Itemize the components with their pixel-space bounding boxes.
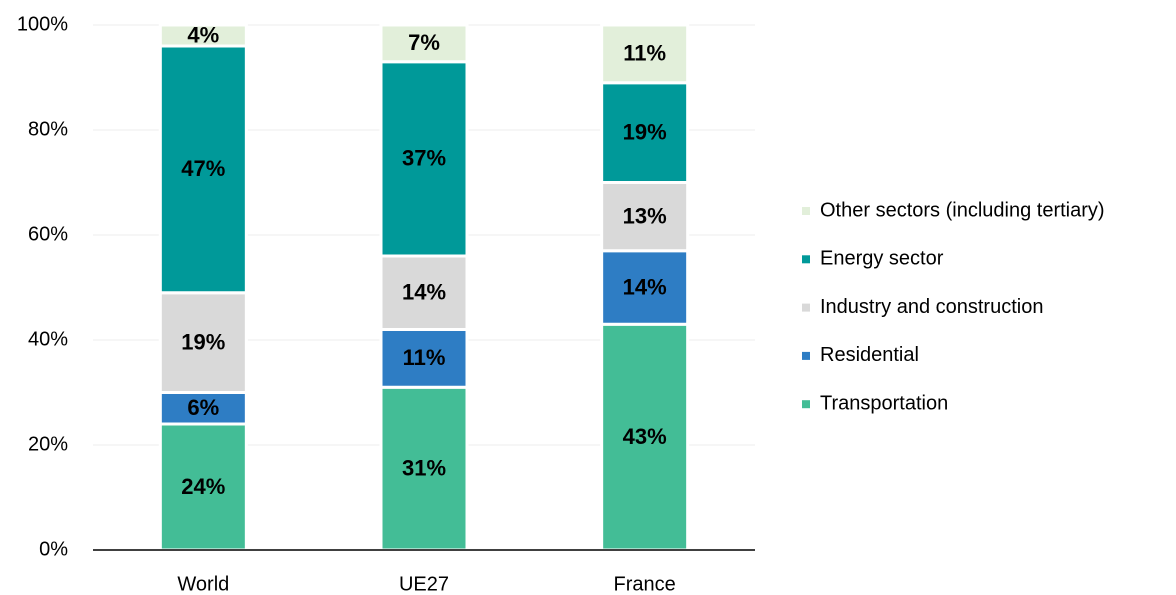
- bar-segment: [379, 385, 469, 552]
- legend-swatch: [802, 351, 810, 360]
- value-label: 19%: [181, 329, 225, 354]
- value-label: 37%: [402, 146, 446, 171]
- legend-label: Other sectors (including tertiary): [820, 199, 1105, 221]
- x-tick-label: World: [177, 573, 229, 595]
- value-label: 24%: [181, 474, 225, 499]
- bar-segment: [158, 391, 248, 426]
- value-label: 14%: [402, 280, 446, 305]
- value-label: 13%: [623, 203, 667, 228]
- value-label: 43%: [623, 424, 667, 449]
- value-label: 11%: [623, 41, 666, 66]
- x-tick-label: UE27: [399, 573, 449, 595]
- x-tick-label: France: [614, 573, 676, 595]
- value-label: 14%: [623, 274, 667, 299]
- bar-segment: [379, 60, 469, 258]
- legend-label: Industry and construction: [820, 296, 1043, 318]
- y-tick-label: 80%: [28, 118, 68, 140]
- bar-segment: [600, 81, 690, 184]
- bar-segment: [600, 181, 690, 253]
- y-tick-label: 20%: [28, 433, 68, 455]
- legend-label: Residential: [820, 344, 919, 366]
- y-tick-label: 100%: [17, 13, 68, 35]
- legend-label: Energy sector: [820, 248, 944, 270]
- value-label: 47%: [181, 156, 225, 181]
- value-label: 7%: [408, 30, 440, 55]
- legend-swatch: [802, 400, 810, 409]
- legend-swatch: [802, 207, 810, 215]
- bar-segment: [158, 422, 248, 552]
- bar-segment: [600, 249, 690, 326]
- legend-swatch: [802, 303, 810, 312]
- y-tick-label: 60%: [28, 223, 68, 245]
- bar-segment: [379, 23, 469, 64]
- bar-segment: [600, 322, 690, 552]
- legend-swatch: [802, 255, 810, 264]
- value-label: 6%: [187, 395, 219, 420]
- bar-segment: [158, 23, 248, 48]
- value-label: 11%: [403, 345, 446, 370]
- value-label: 19%: [623, 119, 667, 144]
- y-tick-label: 0%: [39, 538, 68, 560]
- value-label: 31%: [402, 455, 446, 480]
- y-tick-label: 40%: [28, 328, 68, 350]
- bar-segment: [600, 23, 690, 85]
- value-label: 4%: [187, 22, 219, 47]
- legend-label: Transportation: [820, 392, 948, 414]
